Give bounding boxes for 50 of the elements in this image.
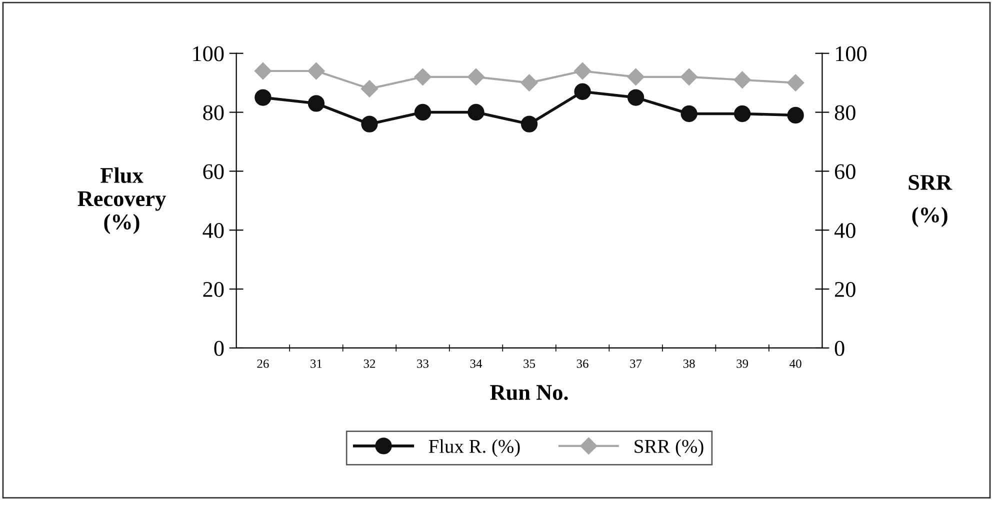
y2-tick-label: 100 (836, 46, 866, 62)
point (680, 105, 698, 122)
point (360, 80, 378, 98)
x-axis-title: Run No. (490, 385, 568, 400)
x-tick-label: 26 (257, 359, 269, 368)
y2-tick-label: 40 (834, 223, 856, 238)
legend-label: SRR (%) (634, 439, 704, 457)
x-tick-label: 36 (576, 359, 588, 368)
point (680, 68, 698, 86)
x-tick-label: 39 (736, 359, 748, 368)
point (787, 74, 804, 92)
x-tick-label: 31 (310, 359, 322, 368)
y-tick-label: 80 (203, 105, 224, 120)
point (734, 105, 751, 122)
x-tick-label: 37 (630, 359, 642, 368)
x-tick-label: 32 (364, 359, 376, 368)
y2-axis-title: SRR (%) (908, 175, 952, 227)
point (520, 116, 538, 132)
x-tick-label: 33 (417, 359, 429, 368)
point (627, 89, 644, 106)
x-tick-label: 40 (790, 359, 802, 368)
point (574, 83, 591, 100)
y2-tick-label: 80 (834, 105, 856, 120)
point (468, 104, 484, 121)
y-tick-label: 100 (193, 46, 224, 62)
point (254, 62, 272, 80)
point (308, 95, 325, 112)
legend-label: Flux R. (%) (428, 439, 520, 457)
y-axis-title: Flux Recovery (%) (78, 167, 166, 234)
x-tick-label: 34 (470, 359, 482, 368)
point (361, 116, 378, 132)
x-tick-label: 38 (683, 359, 695, 368)
point (734, 71, 751, 88)
y-tick-label: 20 (203, 282, 224, 297)
point (520, 74, 538, 92)
y-tick-label: 60 (203, 164, 224, 180)
y2-tick-label: 0 (834, 340, 844, 356)
y-tick-label: 0 (214, 340, 224, 356)
y2-tick-label: 20 (834, 282, 856, 297)
y2-tick-label: 60 (834, 164, 856, 180)
point (627, 68, 644, 86)
point (787, 106, 804, 124)
point (308, 62, 325, 80)
point (414, 104, 432, 121)
point (467, 68, 485, 86)
point (574, 62, 592, 80)
point (414, 68, 432, 86)
y-tick-label: 40 (202, 223, 224, 238)
point (254, 89, 272, 106)
x-tick-label: 35 (524, 359, 536, 368)
